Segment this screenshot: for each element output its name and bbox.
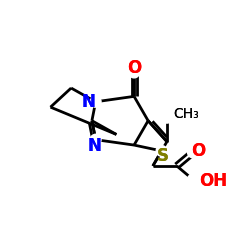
Text: O: O — [191, 142, 205, 160]
Text: S: S — [157, 147, 169, 165]
Text: OH: OH — [199, 172, 227, 190]
Circle shape — [188, 174, 198, 185]
Circle shape — [90, 134, 101, 145]
Text: N: N — [88, 137, 102, 155]
Text: N: N — [82, 93, 96, 111]
Text: OH: OH — [199, 172, 227, 190]
Text: CH₃: CH₃ — [173, 107, 199, 121]
Text: CH₃: CH₃ — [173, 107, 199, 121]
Circle shape — [90, 96, 101, 107]
Text: S: S — [157, 147, 169, 165]
Circle shape — [162, 112, 172, 123]
Circle shape — [156, 146, 167, 156]
Text: N: N — [88, 137, 102, 155]
Text: O: O — [191, 142, 205, 160]
Text: N: N — [82, 93, 96, 111]
Text: O: O — [127, 59, 141, 77]
Circle shape — [129, 67, 140, 78]
Circle shape — [188, 147, 198, 158]
Text: O: O — [127, 59, 141, 77]
